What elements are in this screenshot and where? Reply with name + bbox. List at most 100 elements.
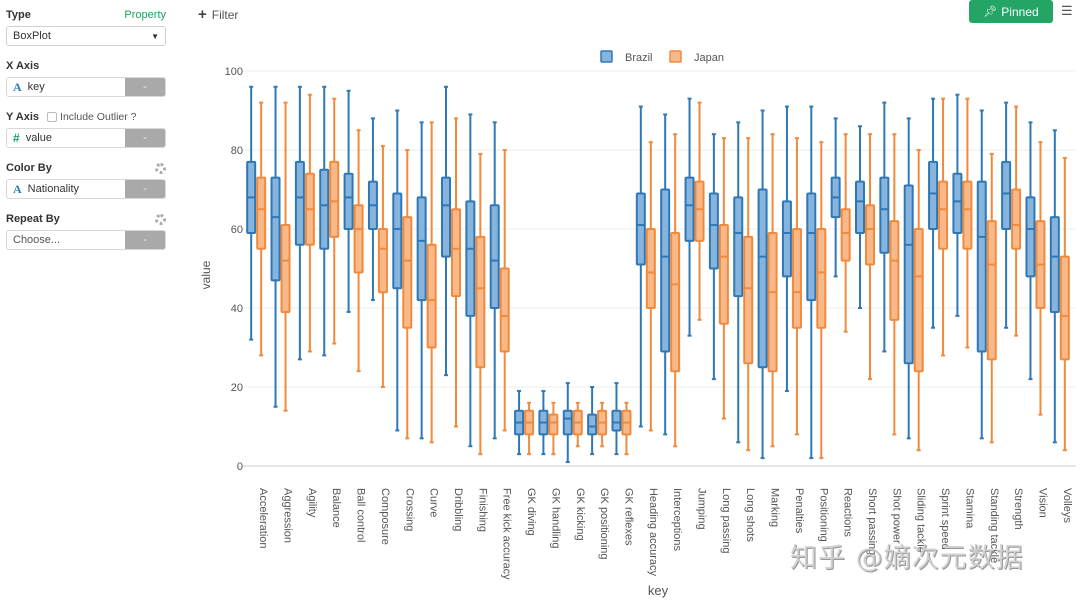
x-tick-label: Agility	[306, 488, 318, 518]
box-japan	[402, 149, 413, 440]
pinned-button[interactable]: 📌︎ Pinned	[969, 0, 1053, 23]
remove-repeat-by-button[interactable]: -	[125, 231, 165, 249]
x-tick-label: GK reflexes	[622, 488, 634, 546]
box-brazil	[270, 85, 281, 408]
box-brazil	[587, 386, 598, 456]
box-brazil	[976, 109, 987, 440]
x-tick-label: GK diving	[525, 488, 537, 536]
include-outlier-label: Include Outlier ?	[60, 111, 137, 123]
x-tick-label: Crossing	[403, 488, 415, 531]
box-iqr	[938, 180, 949, 250]
text-type-icon: A	[13, 181, 22, 196]
box-brazil	[416, 121, 427, 440]
x-tick-label: Curve	[428, 488, 440, 517]
box-iqr	[465, 200, 476, 317]
add-filter-button[interactable]: + Filter	[198, 6, 238, 23]
box-brazil	[562, 382, 573, 464]
box-iqr	[670, 231, 681, 373]
box-japan	[475, 152, 486, 456]
box-japan	[718, 137, 729, 420]
include-outlier-checkbox[interactable]	[47, 112, 58, 122]
number-type-icon: #	[13, 131, 20, 145]
color-by-section-header: Color By	[6, 159, 166, 177]
hamburger-menu-icon[interactable]: ☰	[1061, 3, 1073, 18]
y-axis-field[interactable]: # value -	[6, 128, 166, 148]
box-iqr	[1011, 188, 1022, 250]
box-iqr	[684, 176, 695, 242]
box-japan	[913, 149, 924, 452]
box-brazil	[489, 121, 500, 440]
box-iqr	[270, 176, 281, 282]
color-by-value: Nationality	[27, 183, 80, 195]
x-tick-label: Vision	[1036, 488, 1048, 518]
box-japan	[524, 401, 535, 456]
box-iqr	[1025, 196, 1036, 278]
box-brazil	[1025, 121, 1036, 381]
x-tick-label: Penalties	[793, 488, 805, 534]
box-brazil	[708, 133, 719, 381]
chart-type-value: BoxPlot	[13, 30, 51, 42]
box-japan	[645, 141, 656, 432]
y-axis-ticks: 0 20 40 60 80 100	[225, 66, 243, 473]
remove-y-axis-button[interactable]: -	[125, 129, 165, 147]
x-tick-label: Finishing	[476, 488, 488, 532]
box-iqr	[319, 168, 330, 250]
box-iqr	[294, 160, 305, 246]
box-iqr	[280, 224, 291, 313]
legend-label-japan: Japan	[694, 52, 724, 64]
box-iqr	[913, 228, 924, 373]
box-iqr	[733, 196, 744, 298]
x-tick-label: GK kicking	[574, 488, 586, 541]
gear-icon[interactable]	[155, 213, 166, 225]
remove-color-by-button[interactable]: -	[125, 180, 165, 198]
chart-type-select[interactable]: BoxPlot ▼	[6, 26, 166, 46]
box-japan	[256, 101, 267, 357]
box-japan	[572, 401, 583, 448]
legend-label-brazil: Brazil	[625, 52, 653, 64]
x-tick-label: Sprint speed	[939, 488, 951, 550]
box-japan	[1011, 105, 1022, 337]
box-iqr	[402, 216, 413, 329]
y-tick-label: 0	[237, 461, 243, 473]
x-tick-label: Aggression	[282, 488, 294, 543]
box-japan	[353, 129, 364, 373]
box-japan	[499, 149, 510, 432]
x-tick-label: Marking	[769, 488, 781, 527]
property-link[interactable]: Property	[124, 9, 166, 21]
box-brazil	[294, 85, 305, 361]
x-tick-label: Dribbling	[452, 488, 464, 531]
box-iqr	[1059, 255, 1070, 361]
repeat-by-label: Repeat By	[6, 213, 60, 225]
x-tick-label: Short passing	[866, 488, 878, 555]
color-by-field[interactable]: A Nationality -	[6, 179, 166, 199]
box-japan	[280, 101, 291, 412]
box-brazil	[806, 105, 817, 460]
remove-x-axis-button[interactable]: -	[125, 78, 165, 96]
box-iqr	[353, 204, 364, 274]
box-iqr	[377, 228, 388, 294]
box-brazil	[514, 389, 525, 456]
box-iqr	[986, 220, 997, 361]
x-tick-label: Free kick accuracy	[501, 488, 513, 580]
y-tick-label: 40	[231, 303, 243, 315]
box-japan	[938, 97, 949, 357]
box-iqr	[562, 409, 573, 436]
repeat-by-field[interactable]: Choose... -	[6, 230, 166, 250]
box-brazil	[879, 101, 890, 353]
box-iqr	[611, 409, 622, 432]
legend-swatch-brazil	[600, 50, 613, 63]
x-tick-label: Composure	[379, 488, 391, 545]
box-brazil	[781, 105, 792, 392]
box-iqr	[489, 204, 500, 309]
box-iqr	[392, 192, 403, 290]
box-iqr	[694, 180, 705, 242]
box-iqr	[635, 192, 646, 266]
x-tick-label: GK positioning	[598, 488, 610, 560]
watermark: 知乎 @嫡次元数据	[790, 543, 1024, 574]
box-brazil	[392, 109, 403, 432]
gear-icon[interactable]	[155, 162, 166, 174]
x-tick-label: Heading accuracy	[647, 488, 659, 577]
